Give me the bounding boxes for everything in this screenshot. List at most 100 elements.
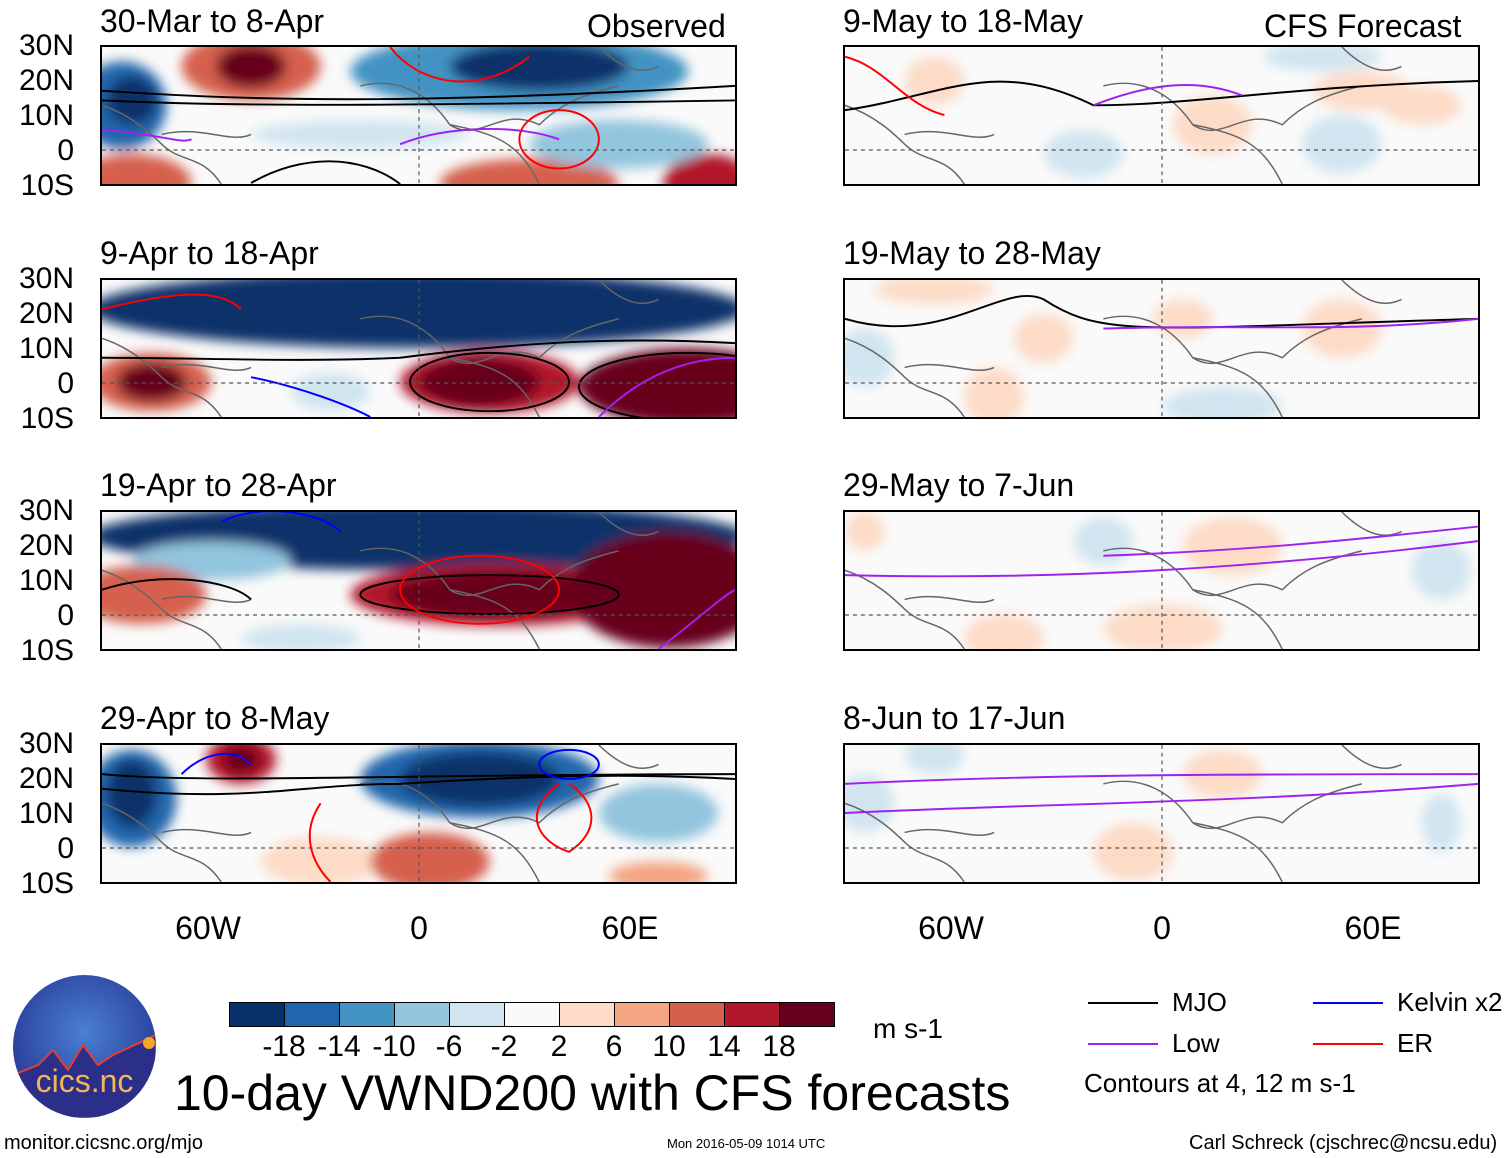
legend-label: Low <box>1172 1028 1220 1058</box>
anomaly-region <box>370 832 490 882</box>
anomaly-region <box>1013 314 1074 363</box>
timestamp: Mon 2016-05-09 1014 UTC <box>667 1136 826 1151</box>
map-panel <box>100 278 737 419</box>
forecast-column-label: CFS Forecast <box>1264 8 1462 44</box>
lat-tick-label: 10N <box>18 99 74 132</box>
map-panel <box>100 510 737 651</box>
colorbar-swatch <box>725 1003 780 1026</box>
lat-tick-label: 20N <box>18 64 74 97</box>
anomaly-region <box>569 531 735 649</box>
anomaly-region <box>1182 516 1283 576</box>
coastlines <box>845 280 1402 417</box>
colorbar-swatch <box>450 1003 505 1026</box>
anomaly-region <box>874 280 995 305</box>
map-panel <box>843 510 1480 651</box>
anomaly-region <box>419 357 540 407</box>
anomaly-region <box>904 745 965 775</box>
logo-text: cics.nc <box>35 1063 134 1099</box>
lat-tick-label: 0 <box>57 832 74 865</box>
lat-tick-label: 10S <box>20 169 74 202</box>
colorbar-swatch <box>340 1003 395 1026</box>
colorbar-swatch <box>560 1003 615 1026</box>
coastlines <box>102 280 659 417</box>
anomaly-region <box>116 362 187 402</box>
anomaly-region <box>608 861 709 882</box>
contour-note: Contours at 4, 12 m s-1 <box>1084 1068 1356 1098</box>
legend-label: ER <box>1397 1028 1434 1058</box>
anomaly-region <box>598 783 719 843</box>
anomaly-region <box>1421 793 1462 852</box>
anomaly-region <box>964 367 1024 417</box>
lon-tick-label: 60W <box>175 910 241 946</box>
colorbar-tick-label: 14 <box>707 1030 741 1063</box>
colorbar-tick-label: 6 <box>605 1030 623 1063</box>
lat-tick-label: 10S <box>20 634 74 667</box>
colorbar-tick-label: -18 <box>262 1030 306 1063</box>
lat-tick-label: 30N <box>18 494 74 527</box>
lat-tick-label: 20N <box>18 762 74 795</box>
anomaly-region <box>1073 516 1134 566</box>
colorbar-tick-label: -14 <box>317 1030 361 1063</box>
lat-tick-label: 0 <box>57 367 74 400</box>
panel-title: 30-Mar to 8-Apr <box>100 3 325 39</box>
map-panel <box>100 45 737 186</box>
colorbar-tick-label: 10 <box>652 1030 686 1063</box>
anomaly-region <box>1302 299 1382 358</box>
anomaly-region <box>529 119 709 169</box>
lat-tick-label: 10N <box>18 797 74 830</box>
map-panel <box>100 743 737 884</box>
colorbar-swatch <box>395 1003 450 1026</box>
observed-column-label: Observed <box>587 8 726 44</box>
colorbar-tick-label: -10 <box>372 1030 416 1063</box>
anomaly-region <box>1411 541 1472 600</box>
lon-tick-label: 0 <box>1153 910 1171 946</box>
anomaly-region <box>1302 115 1382 174</box>
lon-tick-label: 60E <box>1344 910 1402 946</box>
lat-tick-label: 20N <box>18 529 74 562</box>
lon-tick-label: 60W <box>918 910 984 946</box>
anomaly-region <box>1163 386 1283 417</box>
lat-tick-label: 30N <box>18 262 74 295</box>
colorbar-tick-label: 2 <box>550 1030 568 1063</box>
legend-label: Kelvin x2 <box>1397 987 1503 1017</box>
legend-line <box>1313 1002 1383 1004</box>
panel-title: 9-May to 18-May <box>843 3 1084 39</box>
anomaly-region <box>904 56 965 106</box>
anomaly-region <box>251 119 470 150</box>
anomaly-region <box>845 328 895 387</box>
lat-tick-label: 30N <box>18 727 74 760</box>
panel-title: 19-Apr to 28-Apr <box>100 467 337 503</box>
anomaly-region <box>449 47 629 91</box>
panel-title: 19-May to 28-May <box>843 235 1101 271</box>
anomaly-region <box>223 745 260 774</box>
lon-tick-label: 60E <box>601 910 659 946</box>
units-label: m s-1 <box>873 1013 943 1044</box>
colorbar-tick-label: 18 <box>762 1030 796 1063</box>
legend-line <box>1313 1043 1383 1045</box>
lat-tick-label: 20N <box>18 297 74 330</box>
colorbar-swatch <box>670 1003 725 1026</box>
author-credit: Carl Schreck (cjschrec@ncsu.edu) <box>1189 1132 1498 1154</box>
lat-tick-label: 0 <box>57 599 74 632</box>
coastlines <box>102 745 659 882</box>
colorbar-swatch <box>780 1003 834 1026</box>
coastlines <box>845 47 1402 184</box>
legend-line <box>1088 1043 1158 1045</box>
anomaly-region <box>964 614 1044 649</box>
anomaly-region <box>1172 95 1253 154</box>
coastlines <box>102 512 659 649</box>
panel-title: 29-Apr to 8-May <box>100 700 330 736</box>
map-panel <box>843 45 1480 186</box>
figure-title: 10-day VWND200 with CFS forecasts <box>174 1065 1011 1121</box>
source-url[interactable]: monitor.cicsnc.org/mjo <box>4 1132 203 1154</box>
panel-title: 8-Jun to 17-Jun <box>843 700 1066 736</box>
legend-label: MJO <box>1172 987 1227 1017</box>
cics-logo: cics.nc <box>13 975 156 1118</box>
anomaly-region <box>1043 129 1124 179</box>
map-panel <box>843 743 1480 884</box>
colorbar-swatch <box>230 1003 285 1026</box>
anomaly-region <box>1262 47 1382 72</box>
anomaly-region <box>845 512 885 551</box>
lat-tick-label: 10N <box>18 332 74 365</box>
